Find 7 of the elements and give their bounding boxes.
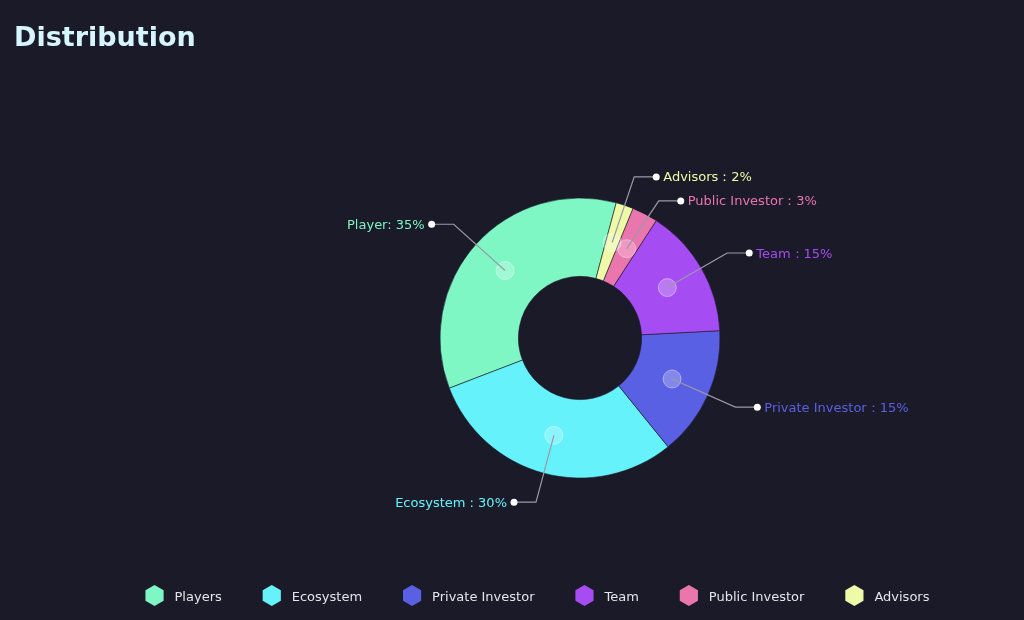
- legend-label: Ecosystem: [291, 589, 363, 604]
- legend-label: Private Investor: [432, 589, 536, 604]
- legend-label: Public Investor: [708, 589, 806, 604]
- legend-label: Advisors: [874, 589, 930, 604]
- title: Distribution: [14, 21, 196, 52]
- legend-label: Team: [603, 589, 639, 604]
- legend-label: Players: [174, 589, 222, 604]
